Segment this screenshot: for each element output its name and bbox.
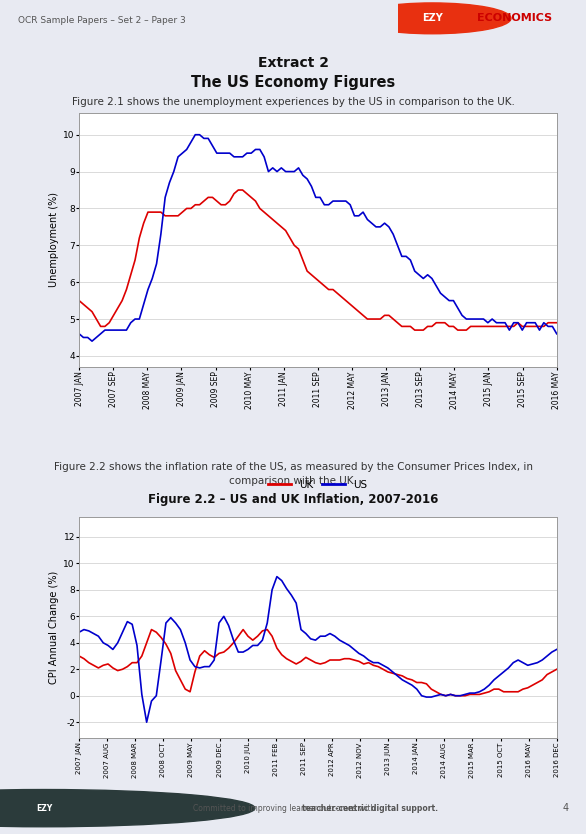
Y-axis label: CPI Annual Change (%): CPI Annual Change (%) — [49, 571, 59, 684]
Text: Committed to improving learner outcomes with: Committed to improving learner outcomes … — [193, 804, 378, 812]
Legend: UK, US: UK, US — [264, 475, 372, 494]
Text: 4: 4 — [563, 803, 568, 813]
Text: Figure 2.2 – US and UK Inflation, 2007-2016: Figure 2.2 – US and UK Inflation, 2007-2… — [148, 493, 438, 506]
Text: Figure 2.1 shows the unemployment experiences by the US in comparison to the UK.: Figure 2.1 shows the unemployment experi… — [71, 98, 515, 108]
Text: comparison with the UK.: comparison with the UK. — [229, 475, 357, 485]
Text: The US Economy Figures: The US Economy Figures — [191, 75, 395, 90]
Text: EZY: EZY — [36, 804, 52, 812]
Y-axis label: Unemployment (%): Unemployment (%) — [49, 193, 59, 287]
Text: EZY: EZY — [422, 13, 442, 23]
Text: teacher-centric digital support.: teacher-centric digital support. — [302, 804, 438, 812]
Text: OCR Sample Papers – Set 2 – Paper 3: OCR Sample Papers – Set 2 – Paper 3 — [18, 16, 185, 25]
Text: Figure 2.2 shows the inflation rate of the US, as measured by the Consumer Price: Figure 2.2 shows the inflation rate of t… — [53, 461, 533, 471]
Text: ECONOMICS: ECONOMICS — [477, 13, 552, 23]
Text: Extract 2: Extract 2 — [257, 56, 329, 70]
Circle shape — [0, 790, 255, 826]
Circle shape — [353, 3, 511, 33]
Text: EDUCATION: EDUCATION — [91, 804, 149, 812]
Text: Figure 2.1 – US and UK Unemployment, 2007-2016: Figure 2.1 – US and UK Unemployment, 200… — [125, 113, 461, 127]
